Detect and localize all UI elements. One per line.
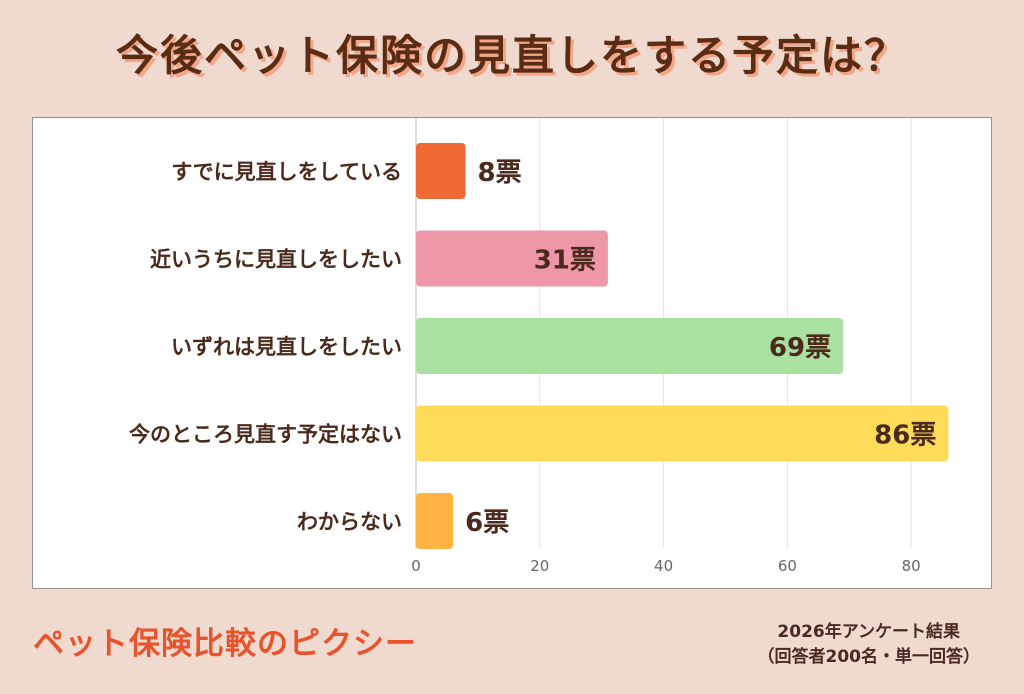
category-label: 近いうちに見直しをしたい (150, 248, 402, 272)
category-label: わからない (297, 510, 402, 534)
x-tick-label: 0 (411, 557, 421, 575)
bar (416, 230, 608, 287)
data-label: 69票 (769, 333, 831, 363)
data-label: 8票 (478, 158, 522, 188)
x-tick-label: 80 (902, 557, 921, 575)
bar (416, 493, 454, 549)
data-label: 31票 (534, 246, 596, 276)
category-label: すでに見直しをしている (171, 160, 402, 184)
category-label: いずれは見直しをしたい (171, 335, 402, 359)
survey-note: 2026年アンケート結果 （回答者200名・単一回答） (758, 620, 981, 670)
page-title: 今後ペット保険の見直しをする予定は？ (115, 31, 908, 80)
brand-logo-text: ペット保険比較のピクシー (33, 626, 417, 662)
chart-panel: 0 20 40 60 80 すでに見直しをしている 8票近いうちに見直しをしたい 31票いずれ… (32, 117, 992, 589)
x-tick-label: 20 (530, 557, 549, 575)
data-label: 6票 (465, 508, 509, 538)
category-label: 今のところ見直す予定はない (129, 423, 402, 447)
data-label: 86票 (874, 421, 936, 451)
survey-year-label: 2026年アンケート結果 (777, 622, 961, 642)
x-tick-label: 40 (654, 557, 673, 575)
x-tick-label: 60 (778, 557, 797, 575)
survey-respondents-label: （回答者200名・単一回答） (757, 647, 981, 667)
bar (416, 318, 844, 374)
bar (416, 405, 949, 462)
bar (416, 143, 466, 199)
